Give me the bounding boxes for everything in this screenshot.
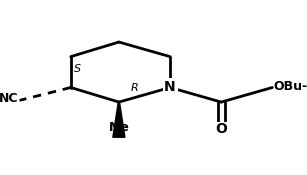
Text: N: N (164, 80, 176, 94)
Text: O: O (215, 122, 227, 136)
Text: NC: NC (0, 92, 18, 105)
Text: S: S (74, 65, 81, 75)
Polygon shape (113, 102, 125, 137)
Text: Me: Me (108, 121, 129, 134)
Text: OBu-t: OBu-t (274, 80, 307, 93)
Text: R: R (131, 83, 139, 93)
